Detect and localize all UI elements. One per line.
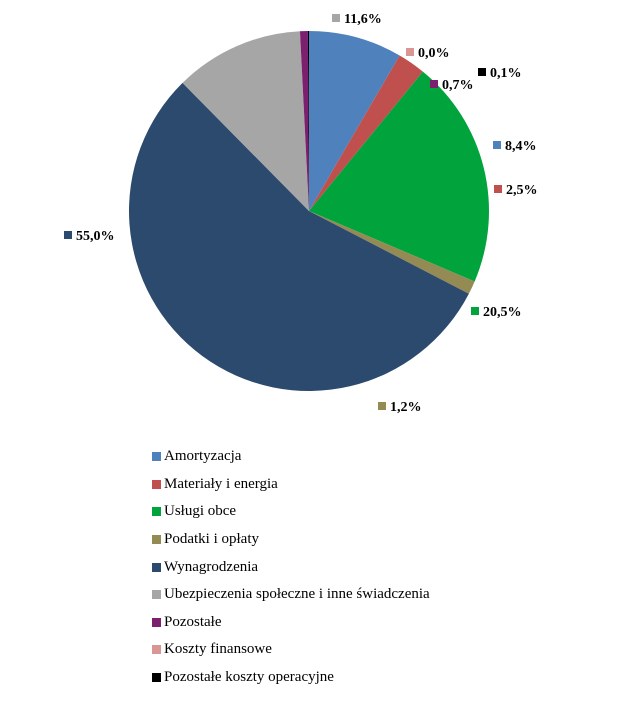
legend-item-pozostale: Pozostałe	[152, 609, 430, 637]
legend-item-pozostale-koszty-operacyjne: Pozostałe koszty operacyjne	[152, 664, 430, 692]
legend-label: Ubezpieczenia społeczne i inne świadczen…	[164, 586, 430, 603]
slice-pozostale-koszty-operacyjne	[307, 30, 309, 211]
slice-podatki-i-oplaty	[309, 211, 475, 294]
data-label-marker-ubezpieczenia-spoleczne-i-inne-swiadczenia	[332, 14, 340, 22]
legend-item-koszty-finansowe: Koszty finansowe	[152, 636, 430, 664]
data-label-podatki-i-oplaty: 1,2%	[390, 400, 422, 415]
data-label-koszty-finansowe: 0,0%	[418, 46, 450, 61]
data-label-pozostale: 0,7%	[442, 78, 474, 93]
data-label-marker-podatki-i-oplaty	[378, 402, 386, 410]
legend-item-ubezpieczenia-spoleczne-i-inne-swiadczenia: Ubezpieczenia społeczne i inne świadczen…	[152, 581, 430, 609]
slice-ubezpieczenia-spoleczne-i-inne-swiadczenia	[182, 31, 309, 212]
legend-label: Wynagrodzenia	[164, 558, 259, 575]
slice-amortyzacja	[309, 31, 400, 211]
data-label-marker-pozostale	[430, 80, 438, 88]
legend-swatch	[152, 645, 161, 655]
data-label-marker-koszty-finansowe	[406, 48, 414, 56]
slice-uslugi-obce	[309, 71, 489, 282]
legend-label: Materiały i energia	[164, 475, 278, 492]
slice-pozostale	[299, 31, 309, 211]
data-label-marker-materialy-i-energia	[494, 185, 502, 193]
data-labels: 8,4% 2,5% 20,5% 1,2% 55,0% 11,6% 0,7% 0,0% 0,1%	[64, 12, 538, 415]
legend-label: Koszty finansowe	[164, 641, 272, 658]
data-label-marker-wynagrodzenia	[64, 231, 72, 239]
legend-swatch	[152, 562, 161, 572]
slice-wynagrodzenia	[128, 82, 469, 392]
data-label-ubezpieczenia-spoleczne-i-inne-swiadczenia: 11,6%	[344, 12, 382, 27]
legend-swatch	[152, 507, 161, 517]
data-label-marker-uslugi-obce	[471, 307, 479, 315]
pie-chart: 8,4% 2,5% 20,5% 1,2% 55,0% 11,6% 0,7% 0,0% 0,1%	[64, 12, 538, 415]
data-label-amortyzacja: 8,4%	[505, 139, 537, 154]
legend: Amortyzacja Materiały i energia Usługi obc…	[152, 443, 430, 691]
legend-swatch	[152, 590, 161, 600]
data-label-uslugi-obce: 20,5%	[483, 305, 522, 320]
slice-materialy-i-energia	[309, 55, 423, 211]
pie-slices	[128, 30, 489, 392]
legend-swatch	[152, 452, 161, 462]
legend-swatch	[152, 617, 161, 627]
legend-label: Amortyzacja	[164, 448, 242, 465]
data-label-pozostale-koszty-operacyjne: 0,1%	[490, 66, 522, 81]
legend-item-podatki-i-oplaty: Podatki i opłaty	[152, 526, 430, 554]
legend-label: Pozostałe koszty operacyjne	[164, 669, 334, 686]
legend-swatch	[152, 673, 161, 683]
data-label-marker-pozostale-koszty-operacyjne	[478, 68, 486, 76]
data-label-marker-amortyzacja	[493, 141, 501, 149]
legend-label: Podatki i opłaty	[164, 531, 259, 548]
legend-item-materialy-i-energia: Materiały i energia	[152, 471, 430, 499]
legend-item-wynagrodzenia: Wynagrodzenia	[152, 553, 430, 581]
data-label-wynagrodzenia: 55,0%	[76, 229, 115, 244]
legend-label: Pozostałe	[164, 613, 222, 630]
legend-item-uslugi-obce: Usługi obce	[152, 498, 430, 526]
legend-swatch	[152, 535, 161, 545]
legend-label: Usługi obce	[164, 503, 237, 520]
legend-item-amortyzacja: Amortyzacja	[152, 443, 430, 471]
legend-swatch	[152, 479, 161, 489]
data-label-materialy-i-energia: 2,5%	[506, 183, 538, 198]
